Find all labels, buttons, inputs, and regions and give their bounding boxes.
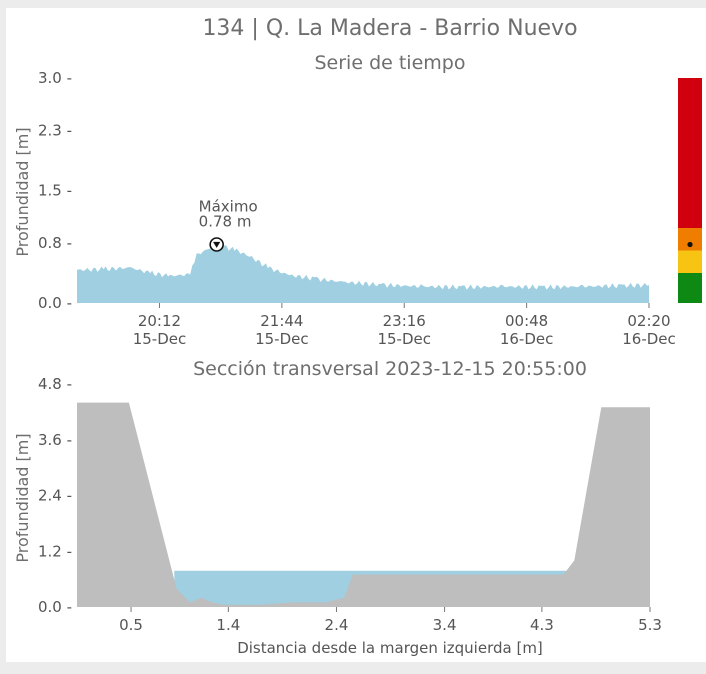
cross-section-title: Sección transversal 2023-12-15 20:55:00 — [193, 358, 587, 380]
cross-section-x-tick-label: 1.4 — [216, 616, 240, 634]
maximum-annotation: Máximo 0.78 m — [199, 198, 258, 252]
time-series-x-tick-time: 00:48 — [505, 312, 548, 330]
time-series-chart: Serie de tiempo Profundidad [m] 3.0 - 2.3… — [13, 52, 702, 348]
page-title: 134 | Q. La Madera - Barrio Nuevo — [202, 16, 577, 41]
cross-section-y-tick-label: 3.6 - — [38, 431, 72, 449]
time-series-y-ticks: 3.0 - 2.3 - 1.5 - 0.8 - 0.0 - — [38, 69, 72, 312]
time-series-area — [77, 243, 649, 303]
current-level-marker — [687, 241, 693, 248]
time-series-x-tick-time: 21:44 — [260, 312, 303, 330]
time-series-y-tick-label: 1.5 - — [38, 182, 72, 200]
alert-level-band — [678, 273, 702, 303]
time-series-y-tick-label: 0.0 - — [38, 294, 72, 312]
maximum-label: Máximo — [199, 198, 258, 216]
time-series-x-tick-time: 20:12 — [138, 312, 181, 330]
cross-section-x-ticks: 0.5 1.4 2.4 3.4 4.3 5.3 — [119, 607, 662, 634]
time-series-x-tick-date: 15-Dec — [255, 330, 309, 348]
cross-section-y-tick-label: 2.4 - — [38, 487, 72, 505]
cross-section-x-axis-label: Distancia desde la margen izquierda [m] — [237, 639, 543, 657]
time-series-y-axis-label: Profundidad [m] — [13, 127, 32, 256]
time-series-y-tick-label: 0.8 - — [38, 234, 72, 252]
time-series-x-ticks: 20:1215-Dec21:4415-Dec23:1615-Dec00:4816… — [133, 303, 676, 348]
terrain-profile — [77, 402, 650, 607]
cross-section-y-tick-label: 1.2 - — [38, 542, 72, 560]
alert-level-band — [678, 78, 702, 228]
maximum-value: 0.78 m — [199, 213, 252, 231]
maximum-marker-arrow — [213, 241, 221, 248]
time-series-series — [77, 243, 649, 303]
terrain-area — [77, 402, 650, 607]
chart-panel: 134 | Q. La Madera - Barrio Nuevo Serie … — [6, 8, 706, 662]
time-series-x-tick-date: 16-Dec — [500, 330, 554, 348]
time-series-x-tick-time: 02:20 — [627, 312, 670, 330]
time-series-title: Serie de tiempo — [315, 52, 466, 74]
time-series-y-tick-label: 3.0 - — [38, 69, 72, 87]
time-series-y-tick-label: 2.3 - — [38, 122, 72, 140]
alert-level-band — [678, 250, 702, 273]
cross-section-x-tick-label: 0.5 — [119, 616, 143, 634]
cross-section-y-ticks: 4.8 - 3.6 - 2.4 - 1.2 - 0.0 - — [38, 375, 72, 616]
cross-section-x-tick-label: 3.4 — [433, 616, 457, 634]
cross-section-x-tick-label: 2.4 — [325, 616, 349, 634]
cross-section-y-tick-label: 4.8 - — [38, 375, 72, 393]
cross-section-x-tick-label: 5.3 — [638, 616, 662, 634]
cross-section-chart: Sección transversal 2023-12-15 20:55:00 … — [13, 358, 662, 657]
time-series-x-tick-date: 15-Dec — [377, 330, 431, 348]
alert-level-bar — [678, 78, 702, 303]
time-series-x-tick-time: 23:16 — [383, 312, 426, 330]
cross-section-y-axis-label: Profundidad [m] — [13, 433, 32, 562]
cross-section-x-tick-label: 4.3 — [530, 616, 554, 634]
cross-section-y-tick-label: 0.0 - — [38, 598, 72, 616]
alert-level-band — [678, 228, 702, 251]
time-series-x-tick-date: 15-Dec — [133, 330, 187, 348]
figure: 134 | Q. La Madera - Barrio Nuevo Serie … — [13, 16, 702, 657]
time-series-x-tick-date: 16-Dec — [622, 330, 676, 348]
